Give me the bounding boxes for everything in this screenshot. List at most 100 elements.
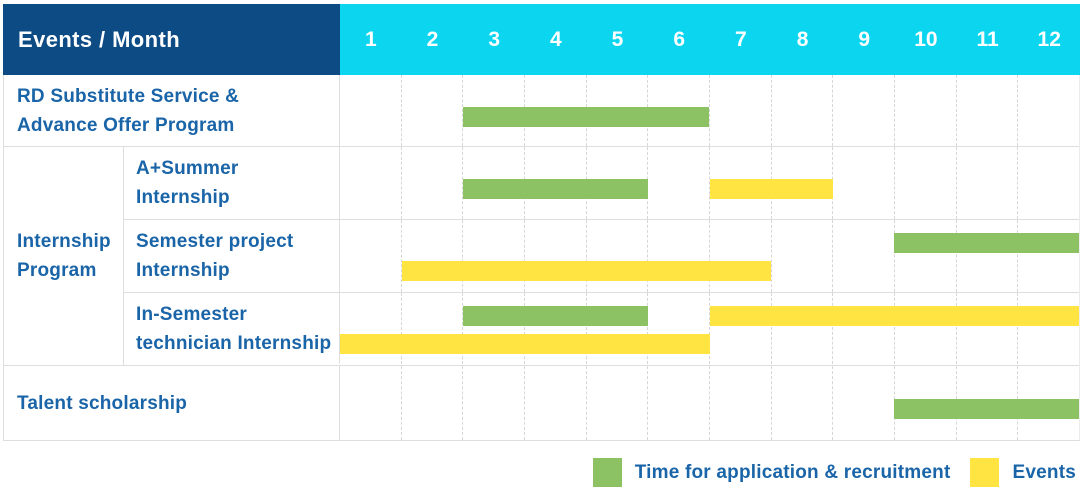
events-color-swatch-icon xyxy=(970,458,1000,487)
legend: Time for application & recruitment Event… xyxy=(592,458,1076,487)
recruitment-bar xyxy=(894,399,1079,419)
header-row: Events / Month 1 2 3 4 5 6 7 8 9 10 11 12 xyxy=(3,4,1080,75)
month-grid-cell xyxy=(400,75,463,146)
month-grid-cell xyxy=(647,147,709,219)
month-grid-cell xyxy=(1017,75,1079,146)
month-grid-cell xyxy=(524,366,586,440)
row-label-line: Semester project xyxy=(136,231,294,252)
month-grid-cell xyxy=(832,147,894,219)
group-label-line: Program xyxy=(17,260,97,281)
month-grid-cell xyxy=(524,220,586,292)
month-grid-cell xyxy=(832,75,894,146)
table-row: A+Summer Internship xyxy=(124,147,1079,220)
row-label-rd-substitute-service: RD Substitute Service & Advance Offer Pr… xyxy=(4,75,340,146)
month-grid-cell xyxy=(770,293,833,364)
table-row: Talent scholarship xyxy=(4,366,1079,440)
row-label-line: technician Internship xyxy=(136,332,332,354)
month-grid-cell xyxy=(340,75,401,146)
month-grid-cell xyxy=(647,220,709,292)
month-grid-cell xyxy=(462,75,524,146)
event-bar xyxy=(401,261,772,281)
timeline-cell xyxy=(340,366,1079,440)
month-grid-cell xyxy=(340,147,401,219)
month-grid-cell xyxy=(709,220,771,292)
month-header-cell: 9 xyxy=(858,27,871,51)
row-label-line: Advance Offer Program xyxy=(17,114,235,136)
internship-program-group-row: Internship Program A+Summer Internship S… xyxy=(4,147,1079,366)
month-grid-cell xyxy=(400,293,463,364)
legend-item-events: Events xyxy=(970,458,1076,487)
month-header-cell: 12 xyxy=(1037,27,1061,51)
month-grid-cell xyxy=(770,75,833,146)
month-grid-cell xyxy=(894,147,956,219)
month-header-cell: 6 xyxy=(673,27,686,51)
month-grid-cell xyxy=(955,220,1018,292)
recruitment-bar xyxy=(463,306,648,326)
month-grid-cell xyxy=(894,220,956,292)
month-grid-cell xyxy=(400,147,463,219)
month-header-cell: 3 xyxy=(488,27,501,51)
month-header-cell: 4 xyxy=(550,27,562,51)
event-bar xyxy=(709,306,1079,326)
recruitment-color-swatch-icon xyxy=(592,458,622,487)
month-header-cell: 2 xyxy=(426,27,439,51)
recruitment-bar xyxy=(463,179,648,199)
month-grid-cell xyxy=(709,366,771,440)
timeline-cell xyxy=(340,147,1079,219)
table-row: In-Semester technician Internship xyxy=(124,293,1079,364)
gantt-table: Events / Month 1 2 3 4 5 6 7 8 9 10 11 12 RD Substi… xyxy=(3,4,1080,441)
month-grid-cell xyxy=(400,220,463,292)
month-grid-cell xyxy=(462,220,524,292)
row-label-a-plus-summer-internship: A+Summer Internship xyxy=(124,147,340,219)
header-title: Events / Month xyxy=(18,26,181,52)
month-grid-cell xyxy=(894,75,956,146)
table-row: RD Substitute Service & Advance Offer Pr… xyxy=(4,75,1079,147)
month-grid-cell xyxy=(832,220,894,292)
month-grid-cell xyxy=(647,366,709,440)
legend-label: Time for application & recruitment xyxy=(634,461,951,483)
month-header-cell: 1 xyxy=(364,27,377,51)
month-grid-cell xyxy=(955,75,1018,146)
month-grid-cell xyxy=(585,293,648,364)
month-grid-cell xyxy=(524,293,586,364)
group-sub-rows: A+Summer Internship Semester project Int… xyxy=(124,147,1079,365)
month-grid-cell xyxy=(709,293,771,364)
timeline-cell xyxy=(340,220,1079,292)
month-gridlines xyxy=(340,75,1079,146)
group-label-internship-program: Internship Program xyxy=(4,147,124,365)
month-grid-cell xyxy=(462,366,524,440)
recruitment-bar xyxy=(894,233,1079,253)
months-header: 1 2 3 4 5 6 7 8 9 10 11 12 xyxy=(340,4,1080,75)
month-grid-cell xyxy=(340,366,401,440)
month-grid-cell xyxy=(955,293,1018,364)
row-label-line: In-Semester xyxy=(136,303,247,325)
month-grid-cell xyxy=(770,366,833,440)
month-grid-cell xyxy=(647,293,709,364)
legend-label: Events xyxy=(1012,461,1076,483)
row-label-line: A+Summer xyxy=(136,158,239,179)
month-grid-cell xyxy=(585,366,648,440)
month-grid-cell xyxy=(340,220,401,292)
month-grid-cell xyxy=(400,366,463,440)
row-label-talent-scholarship: Talent scholarship xyxy=(4,366,340,440)
month-grid-cell xyxy=(1017,220,1079,292)
timeline-cell xyxy=(340,293,1079,364)
month-grid-cell xyxy=(894,293,956,364)
recruitment-bar xyxy=(463,106,710,127)
month-grid-cell xyxy=(832,366,894,440)
event-bar xyxy=(709,179,833,199)
row-label-line: Talent scholarship xyxy=(17,392,188,414)
month-header-cell: 8 xyxy=(796,27,809,51)
table-row: Semester project Internship xyxy=(124,220,1079,293)
month-header-cell: 7 xyxy=(735,27,747,51)
month-grid-cell xyxy=(1017,147,1079,219)
row-label-in-semester-technician-internship: In-Semester technician Internship xyxy=(124,293,340,364)
month-grid-cell xyxy=(832,293,894,364)
month-grid-cell xyxy=(462,147,524,219)
month-grid-cell xyxy=(462,293,524,364)
header-title-cell: Events / Month xyxy=(3,4,340,75)
row-label-line: Internship xyxy=(136,260,230,281)
month-grid-cell xyxy=(955,147,1018,219)
month-grid-cell xyxy=(709,75,771,146)
